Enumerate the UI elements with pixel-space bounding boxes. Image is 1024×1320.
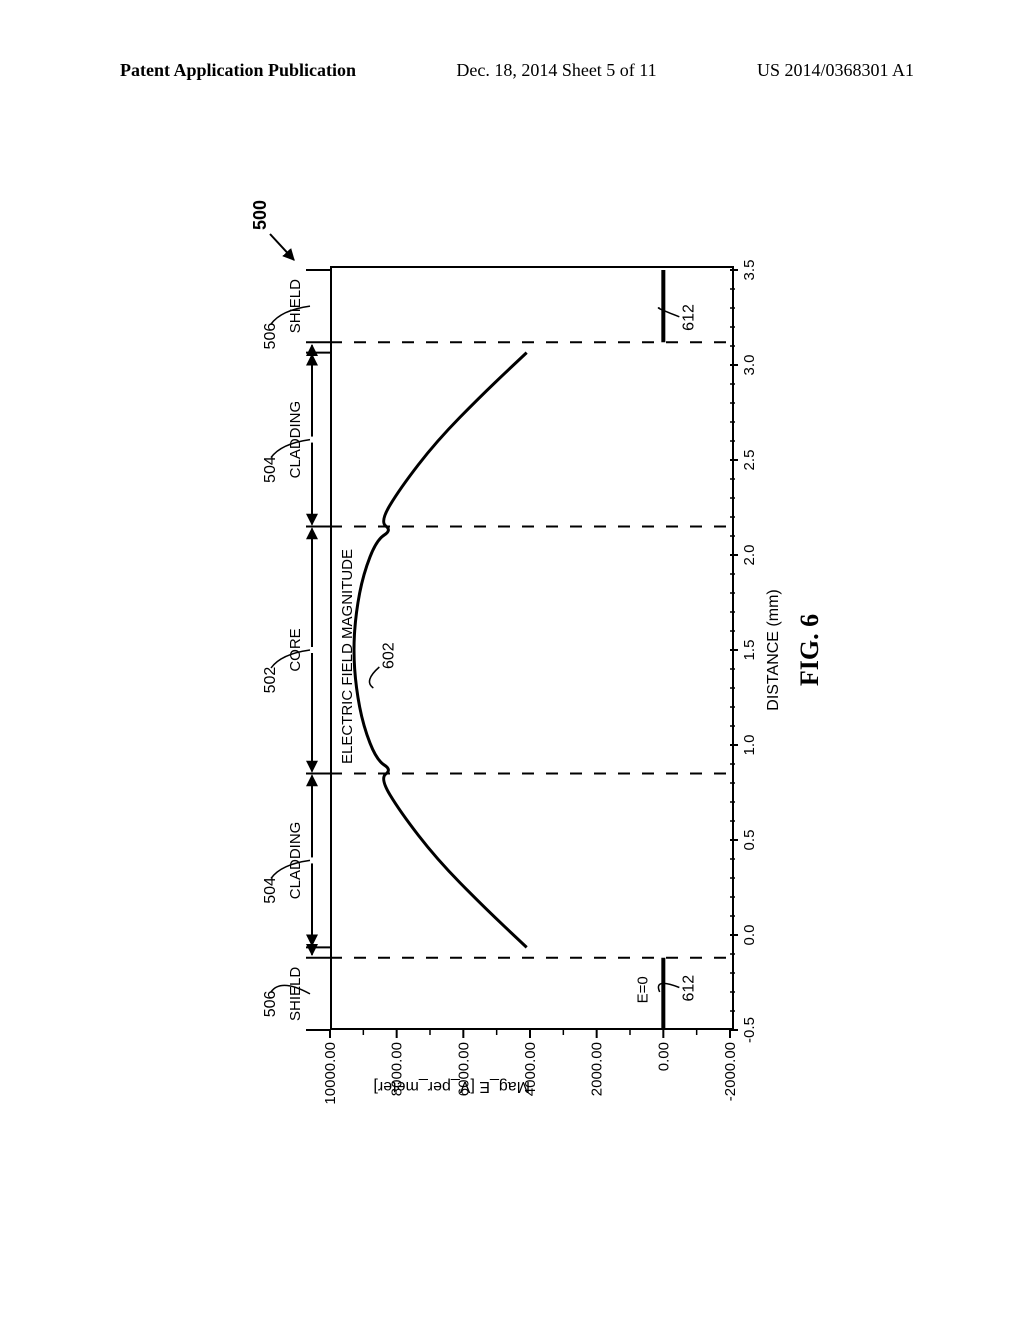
pub-title: Patent Application Publication bbox=[120, 60, 356, 81]
svg-text:4000.00: 4000.00 bbox=[522, 1042, 539, 1096]
svg-text:-2000.00: -2000.00 bbox=[722, 1042, 739, 1101]
page-header: Patent Application Publication Dec. 18, … bbox=[0, 60, 1024, 81]
svg-text:E=0: E=0 bbox=[634, 976, 651, 1003]
svg-text:SHIELD: SHIELD bbox=[287, 967, 304, 1021]
svg-text:1.0: 1.0 bbox=[741, 735, 758, 756]
pub-number: US 2014/0368301 A1 bbox=[757, 60, 914, 81]
svg-text:506: 506 bbox=[262, 323, 279, 350]
svg-text:502: 502 bbox=[262, 667, 279, 694]
svg-text:SHIELD: SHIELD bbox=[287, 279, 304, 333]
svg-text:1.5: 1.5 bbox=[741, 640, 758, 661]
pub-date-sheet: Dec. 18, 2014 Sheet 5 of 11 bbox=[456, 60, 656, 81]
svg-text:0.00: 0.00 bbox=[655, 1042, 672, 1071]
figure-rotated-wrap: Mag_E [V_per_meter] DISTANCE (mm) FIG. 6… bbox=[30, 360, 1024, 1000]
svg-text:8000.00: 8000.00 bbox=[389, 1042, 406, 1096]
svg-text:2.5: 2.5 bbox=[741, 450, 758, 471]
svg-text:CORE: CORE bbox=[287, 628, 304, 671]
svg-text:6000.00: 6000.00 bbox=[455, 1042, 472, 1096]
svg-text:0.0: 0.0 bbox=[741, 925, 758, 946]
svg-text:500: 500 bbox=[250, 200, 270, 230]
svg-text:3.5: 3.5 bbox=[741, 260, 758, 281]
figure: Mag_E [V_per_meter] DISTANCE (mm) FIG. 6… bbox=[220, 170, 860, 1190]
svg-text:2.0: 2.0 bbox=[741, 545, 758, 566]
svg-text:504: 504 bbox=[262, 456, 279, 483]
svg-text:CLADDING: CLADDING bbox=[287, 822, 304, 900]
svg-text:CLADDING: CLADDING bbox=[287, 401, 304, 479]
svg-text:10000.00: 10000.00 bbox=[322, 1042, 339, 1105]
svg-text:602: 602 bbox=[380, 642, 397, 669]
svg-text:506: 506 bbox=[262, 990, 279, 1017]
plot-svg: -2000.00 0.00 2000.00 4000.00 6000.00 8000.00… bbox=[220, 170, 860, 1190]
svg-text:0.5: 0.5 bbox=[741, 830, 758, 851]
svg-text:-0.5: -0.5 bbox=[741, 1017, 758, 1043]
svg-text:2000.00: 2000.00 bbox=[589, 1042, 606, 1096]
svg-text:612: 612 bbox=[680, 304, 697, 331]
svg-text:3.0: 3.0 bbox=[741, 355, 758, 376]
svg-text:612: 612 bbox=[680, 975, 697, 1002]
svg-text:504: 504 bbox=[262, 877, 279, 904]
